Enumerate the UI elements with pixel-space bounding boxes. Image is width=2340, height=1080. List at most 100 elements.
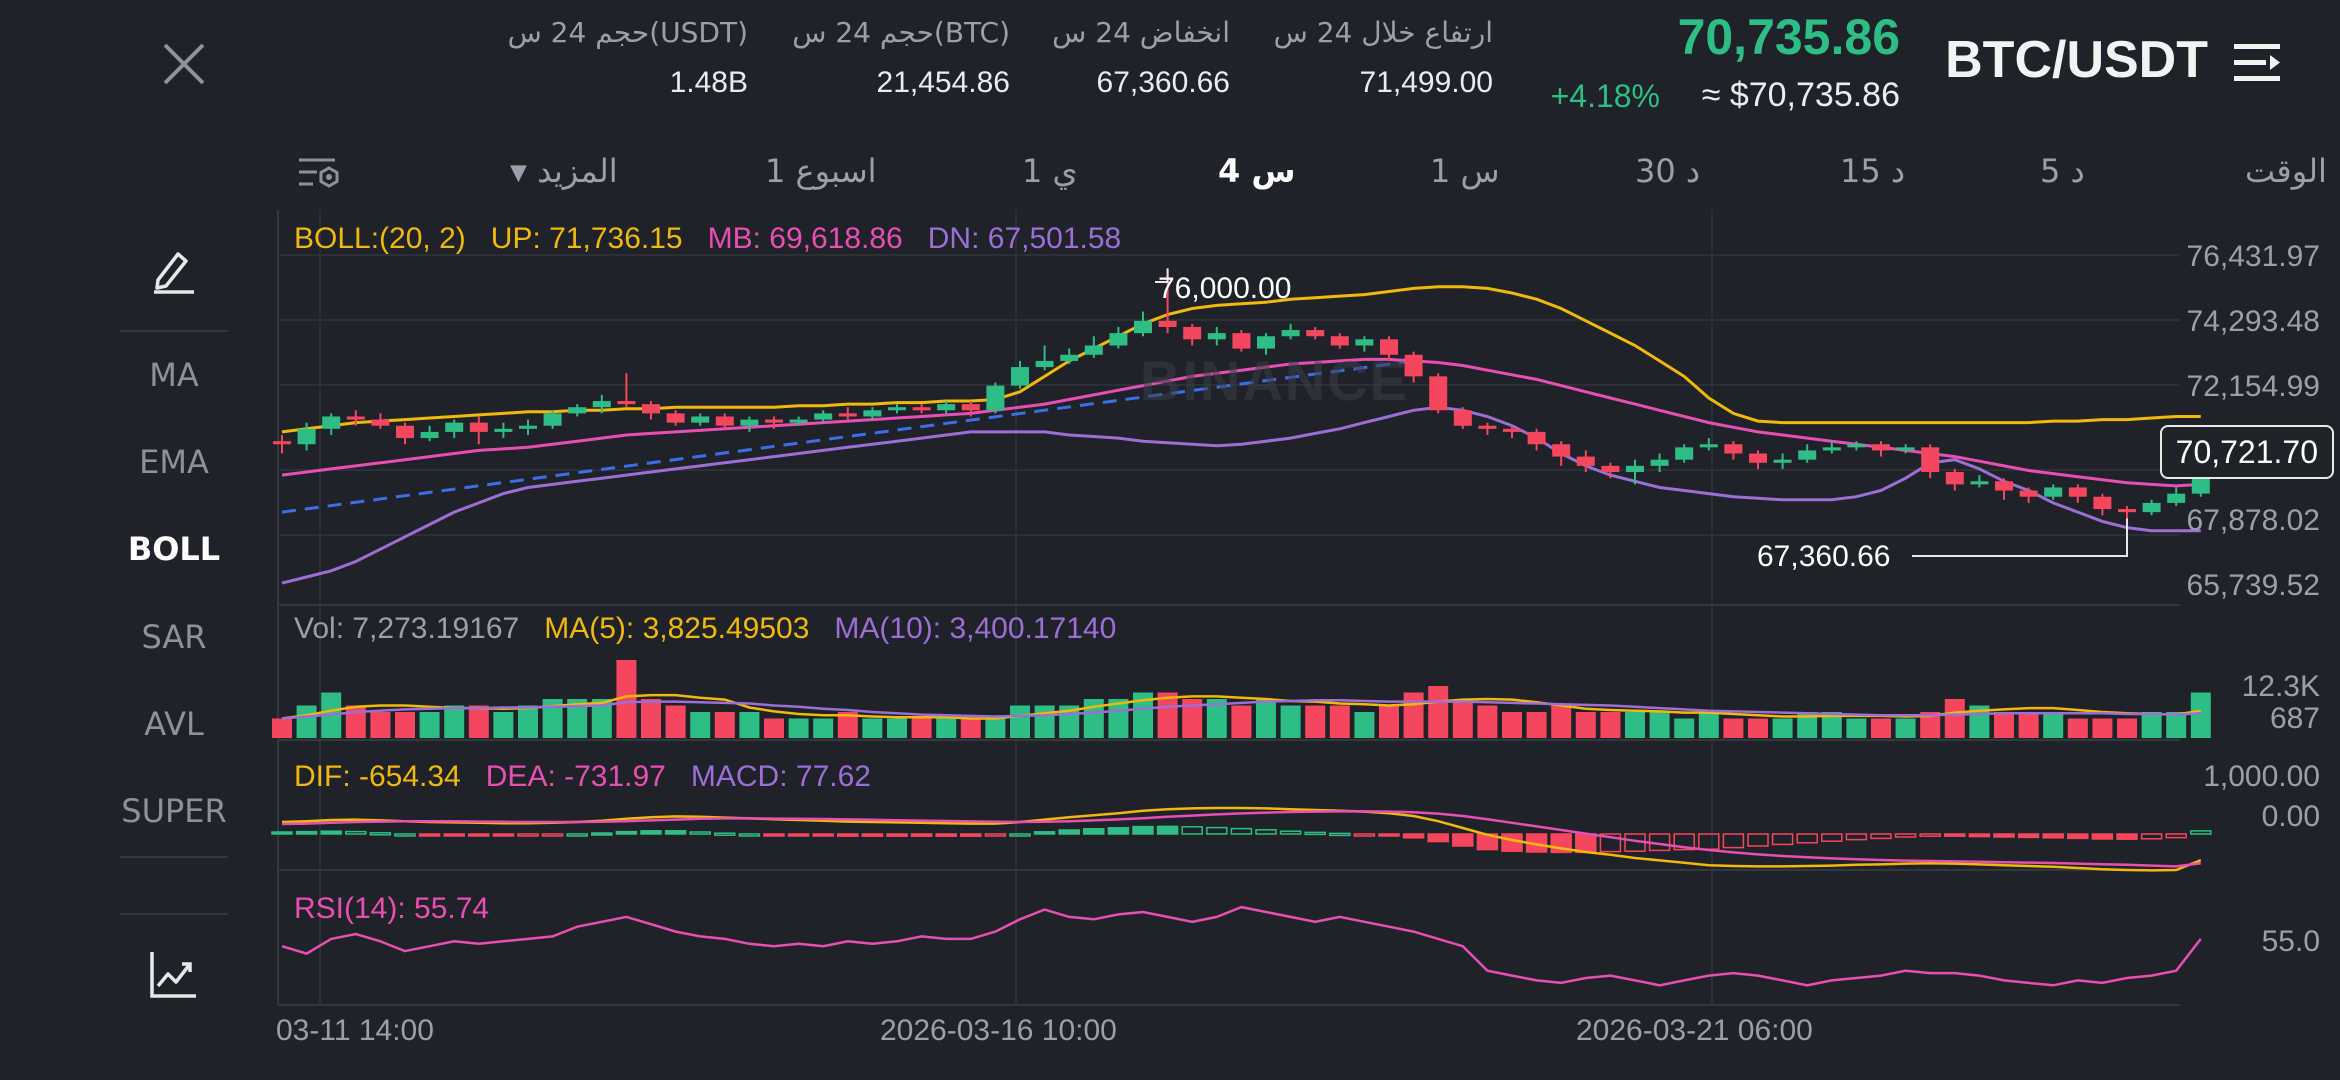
macd-histogram-bar <box>1329 832 1351 837</box>
volume-bar <box>1551 705 1572 738</box>
candle-body <box>297 428 316 445</box>
candle-body <box>691 416 710 423</box>
candle-body <box>986 385 1005 411</box>
volume-bar <box>2067 718 2088 738</box>
volume-bar <box>1452 699 1473 738</box>
tab-more[interactable]: ▼ المزيد <box>510 152 618 190</box>
volume-bar <box>370 712 391 738</box>
chart-settings-icon[interactable] <box>148 950 198 1000</box>
macd-histogram-bar <box>345 830 367 835</box>
macd-histogram-bar <box>443 833 465 837</box>
macd-legend-macd: MACD: 77.62 <box>690 760 871 793</box>
vol-axis-label: 687 <box>2269 702 2320 735</box>
tab-time[interactable]: الوقت <box>2245 152 2327 190</box>
indicator-boll[interactable]: BOLL <box>127 530 221 568</box>
menu-icon[interactable] <box>2232 38 2282 88</box>
macd-histogram-bar <box>2091 833 2114 840</box>
volume-bar <box>1502 712 1522 738</box>
macd-histogram-bar <box>1771 833 1794 846</box>
price-axis-label: 76,431.97 <box>2186 240 2320 273</box>
tab-more-label: المزيد <box>537 152 618 190</box>
candle-body <box>2142 502 2161 513</box>
candle-body <box>1011 367 1029 386</box>
tab-5m[interactable]: 5 د <box>2040 152 2085 190</box>
candle-body <box>371 419 390 426</box>
candle-body <box>2093 496 2112 510</box>
candle-body <box>1380 339 1398 355</box>
pencil-icon[interactable] <box>148 244 200 296</box>
pair-title[interactable]: BTC/USDT <box>1945 31 2208 89</box>
macd-histogram-bar <box>1845 833 1868 841</box>
indicator-ema[interactable]: EMA <box>139 443 209 481</box>
volume-bar <box>714 712 735 738</box>
volume-bar <box>837 712 858 738</box>
macd-histogram-bar <box>1132 825 1154 835</box>
candle-body <box>1921 447 1940 473</box>
candle-body <box>814 413 833 420</box>
layout-settings-icon[interactable] <box>295 150 343 198</box>
volume-bar <box>1206 699 1227 738</box>
volume-bar <box>567 699 588 738</box>
rsi-axis-label: 55.0 <box>2261 925 2320 958</box>
candle-body <box>1773 459 1792 463</box>
tab-1d[interactable]: 1 ي <box>1022 152 1078 190</box>
volume-bar <box>542 699 563 738</box>
change-percent: +4.18% <box>1550 78 1660 114</box>
indicator-sar[interactable]: SAR <box>141 618 207 656</box>
volume-bar <box>419 712 440 738</box>
volume-bar <box>1797 712 1818 738</box>
volume-bar <box>739 712 760 738</box>
macd-histogram-bar <box>1501 833 1523 852</box>
candle-body <box>1699 444 1718 448</box>
volume-bar <box>1182 699 1203 738</box>
macd-histogram-bar <box>1009 833 1031 837</box>
candle-body <box>715 416 734 426</box>
tab-30m[interactable]: 30 د <box>1635 152 1701 190</box>
macd-histogram-bar <box>910 833 933 837</box>
date-axis-label: 03-11 14:00 <box>276 1014 434 1047</box>
indicator-super[interactable]: SUPER <box>121 792 227 830</box>
macd-histogram-bar <box>1894 833 1917 838</box>
volume-bar <box>1256 699 1276 738</box>
indicator-ma[interactable]: MA <box>149 356 199 394</box>
rail-divider <box>120 856 228 858</box>
tab-4h[interactable]: 4 س <box>1218 152 1296 190</box>
macd-histogram-bar <box>566 833 588 837</box>
macd-legend-dif: DIF: -654.34 <box>294 760 461 793</box>
tab-1h[interactable]: 1 س <box>1430 152 1500 190</box>
macd-histogram-bar <box>1427 833 1449 843</box>
candle-body <box>888 407 906 411</box>
macd-histogram-bar <box>418 833 441 837</box>
candle-body <box>1552 444 1571 457</box>
stat-label-volume-btc: حجم 24 س(BTC) <box>792 16 1010 49</box>
volume-bar <box>985 718 1006 738</box>
candle-body <box>1749 453 1767 463</box>
macd-histogram-bar <box>1747 833 1769 847</box>
volume-bar <box>1772 718 1793 738</box>
macd-histogram-bar <box>1722 833 1745 849</box>
candle-body <box>2068 487 2087 497</box>
price-axis-label: 72,154.99 <box>2186 370 2320 403</box>
volume-bar <box>1034 705 1055 738</box>
price-axis-label: 67,878.02 <box>2186 504 2320 537</box>
tab-1w[interactable]: 1 اسبوع <box>765 152 877 190</box>
candle-body <box>2118 509 2136 513</box>
volume-bar <box>1723 718 1744 738</box>
close-icon[interactable] <box>155 35 213 93</box>
volume-bar <box>1698 712 1719 738</box>
macd-histogram-bar <box>2017 833 2040 839</box>
rsi-legend-value: RSI(14): 55.74 <box>294 892 490 925</box>
macd-histogram-bar <box>714 832 736 836</box>
current-price-tag: 70,721.70 <box>2159 425 2334 479</box>
volume-bar <box>1575 712 1596 738</box>
indicator-avl[interactable]: AVL <box>144 705 204 743</box>
volume-bar <box>2190 692 2211 738</box>
candle-body <box>1084 345 1103 355</box>
volume-bar <box>1108 699 1129 738</box>
candle-body <box>1134 320 1152 334</box>
macd-histogram-bar <box>2042 833 2064 839</box>
macd-histogram-bar <box>1993 833 2015 838</box>
candle-body <box>420 431 439 439</box>
tab-15m[interactable]: 15 د <box>1840 152 1906 190</box>
